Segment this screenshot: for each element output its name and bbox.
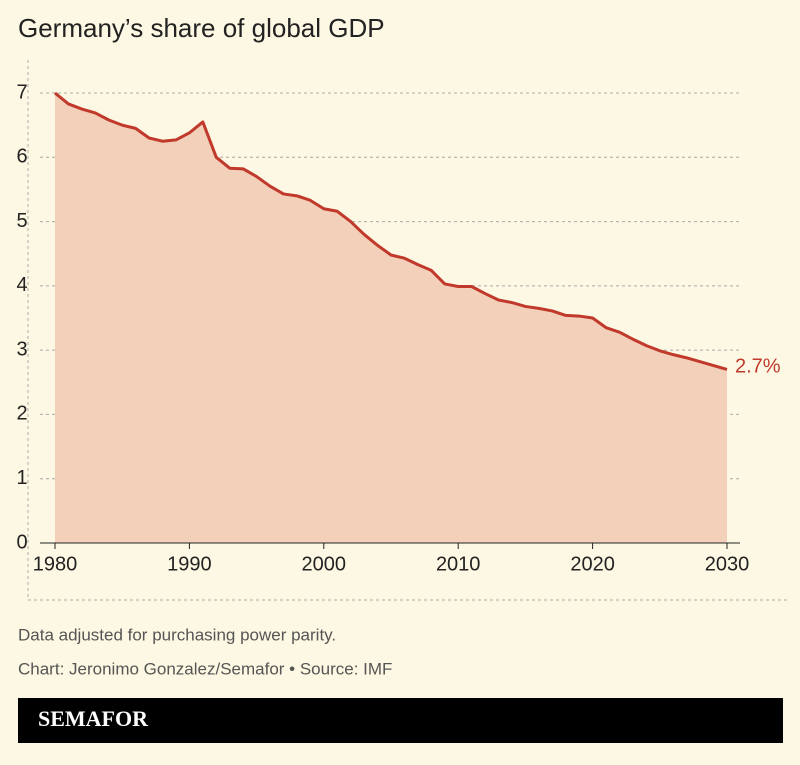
source: Chart: Jeronimo Gonzalez/Semafor • Sourc… — [18, 659, 392, 678]
x-tick-label: 2000 — [302, 553, 347, 575]
y-tick-label: 2 — [16, 403, 27, 425]
y-tick-label: 0 — [16, 531, 27, 553]
x-tick-label: 1990 — [167, 553, 212, 575]
value-label: 2.7% — [735, 356, 781, 378]
y-tick-label: 4 — [16, 274, 27, 296]
area — [55, 93, 727, 543]
y-tick-label: 7 — [16, 81, 27, 103]
y-tick-label: 5 — [16, 210, 27, 232]
x-tick-label: 2030 — [705, 553, 750, 575]
brand: SEMAFOR — [38, 706, 149, 731]
brand-bar — [18, 698, 783, 743]
x-tick-label: 1980 — [33, 553, 78, 575]
y-tick-label: 1 — [16, 467, 27, 489]
note: Data adjusted for purchasing power parit… — [18, 625, 336, 644]
x-tick-label: 2010 — [436, 553, 481, 575]
x-tick-label: 2020 — [570, 553, 615, 575]
chart-title: Germany’s share of global GDP — [18, 13, 385, 43]
y-tick-label: 3 — [16, 338, 27, 360]
line — [54, 91, 728, 371]
y-tick-label: 6 — [16, 146, 27, 168]
